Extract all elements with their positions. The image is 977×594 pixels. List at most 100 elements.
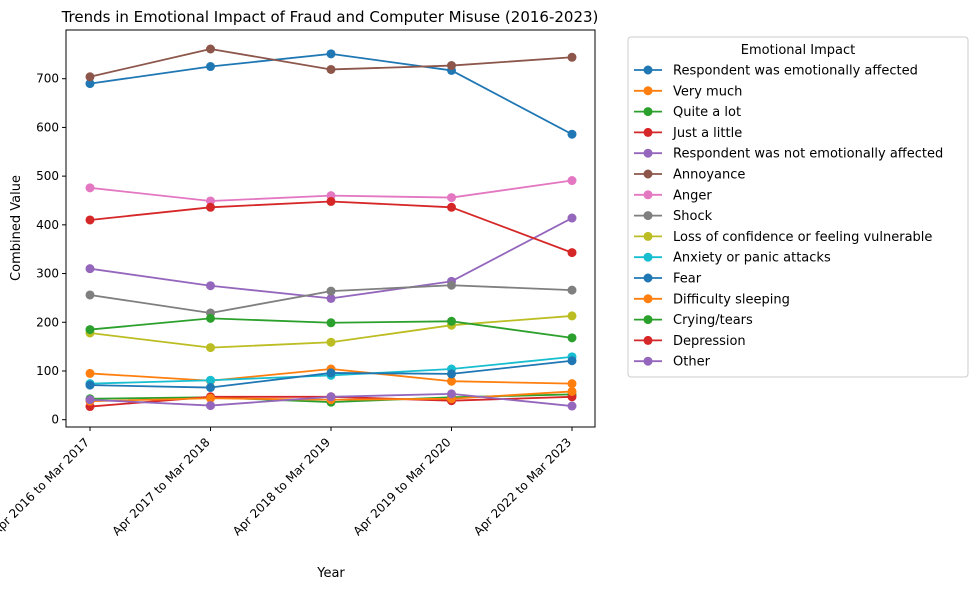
legend-title: Emotional Impact xyxy=(741,43,855,58)
legend-label: Difficulty sleeping xyxy=(673,292,790,307)
y-tick-label: 500 xyxy=(36,169,59,183)
legend-label: Crying/tears xyxy=(673,313,753,328)
legend-swatch-marker xyxy=(643,148,653,158)
data-point xyxy=(567,401,577,411)
data-point xyxy=(567,356,577,366)
legend-item: Quite a lot xyxy=(634,105,741,120)
data-point xyxy=(85,79,95,89)
series-1 xyxy=(85,49,577,139)
chart-title: Trends in Emotional Impact of Fraud and … xyxy=(61,8,599,26)
data-point xyxy=(206,62,215,72)
data-point xyxy=(206,375,215,385)
y-axis-label: Combined Value xyxy=(9,175,24,281)
legend-item: Crying/tears xyxy=(634,313,753,328)
data-point xyxy=(206,401,215,411)
data-point xyxy=(567,285,577,295)
data-point xyxy=(567,386,577,396)
legend-item: Loss of confidence or feeling vulnerable xyxy=(634,230,932,245)
legend-item: Difficulty sleeping xyxy=(634,292,790,307)
series-9 xyxy=(85,311,577,353)
legend-label: Depression xyxy=(673,334,746,349)
data-point xyxy=(206,313,215,323)
legend-label: Loss of confidence or feeling vulnerable xyxy=(673,230,932,245)
legend-item: Respondent was emotionally affected xyxy=(634,64,918,79)
series-15 xyxy=(85,389,577,411)
x-tick-label: Apr 2018 to Mar 2019 xyxy=(230,435,333,538)
legend-item: Just a little xyxy=(634,126,742,141)
data-point xyxy=(326,64,336,74)
y-tick-label: 300 xyxy=(36,267,59,281)
data-point xyxy=(85,183,95,193)
legend-label: Shock xyxy=(673,209,713,224)
legend-item: Shock xyxy=(634,209,713,224)
legend-swatch-marker xyxy=(643,169,653,179)
legend-swatch-marker xyxy=(643,273,653,283)
data-point xyxy=(567,129,577,139)
legend: Emotional Impact Respondent was emotiona… xyxy=(627,36,969,378)
data-point xyxy=(85,380,95,390)
legend-label: Very much xyxy=(673,84,742,99)
data-point xyxy=(567,248,577,258)
data-point xyxy=(85,215,95,225)
legend-label: Fear xyxy=(673,272,702,287)
legend-item: Fear xyxy=(634,272,702,287)
x-tick-label: Apr 2016 to Mar 2017 xyxy=(0,435,92,538)
series-line xyxy=(89,200,573,254)
x-tick-label: Apr 2017 to Mar 2018 xyxy=(110,435,213,538)
legend-frame xyxy=(627,36,969,378)
data-point xyxy=(206,44,215,54)
legend-swatch-marker xyxy=(643,335,653,345)
series-5 xyxy=(85,213,577,303)
y-tick-label: 200 xyxy=(36,315,59,329)
legend-item: Very much xyxy=(634,84,742,99)
data-point xyxy=(567,52,577,62)
data-point xyxy=(85,325,95,335)
y-tick-label: 400 xyxy=(36,218,59,232)
data-point xyxy=(85,72,95,82)
data-point xyxy=(567,333,577,343)
data-point xyxy=(447,280,456,290)
legend-swatch-marker xyxy=(643,65,653,75)
data-point xyxy=(326,337,336,347)
legend-swatch-marker xyxy=(643,107,653,117)
data-point xyxy=(206,393,215,403)
y-tick-label: 600 xyxy=(36,120,59,134)
data-point xyxy=(206,281,215,291)
series-11 xyxy=(85,356,577,393)
data-point xyxy=(85,290,95,300)
legend-swatch-marker xyxy=(643,252,653,262)
data-point xyxy=(206,383,215,393)
y-tick-label: 100 xyxy=(36,364,59,378)
legend-item: Annoyance xyxy=(634,168,745,183)
y-tick-label: 700 xyxy=(36,72,59,86)
series-7 xyxy=(85,176,577,206)
data-point xyxy=(567,311,577,321)
data-point xyxy=(326,392,336,402)
data-point xyxy=(447,376,456,386)
data-point xyxy=(447,202,456,212)
legend-item: Depression xyxy=(634,334,746,349)
data-point xyxy=(326,286,336,296)
legend-swatch-marker xyxy=(643,231,653,241)
legend-label: Quite a lot xyxy=(673,105,741,120)
data-point xyxy=(326,318,336,328)
data-point xyxy=(326,196,336,206)
legend-swatch-marker xyxy=(643,315,653,325)
legend-swatch-marker xyxy=(643,190,653,200)
series-6 xyxy=(85,44,577,82)
x-axis-label: Year xyxy=(316,566,345,581)
x-tick-label: Apr 2019 to Mar 2020 xyxy=(351,435,454,538)
data-point xyxy=(447,61,456,71)
series-13 xyxy=(85,313,577,343)
legend-label: Annoyance xyxy=(673,168,745,183)
legend-swatch-marker xyxy=(643,294,653,304)
legend-swatch-marker xyxy=(643,86,653,96)
data-point xyxy=(206,196,215,206)
data-point xyxy=(326,293,336,303)
data-point xyxy=(85,264,95,274)
data-point xyxy=(447,389,456,399)
legend-label: Respondent was not emotionally affected xyxy=(673,147,943,162)
data-point xyxy=(326,49,336,59)
